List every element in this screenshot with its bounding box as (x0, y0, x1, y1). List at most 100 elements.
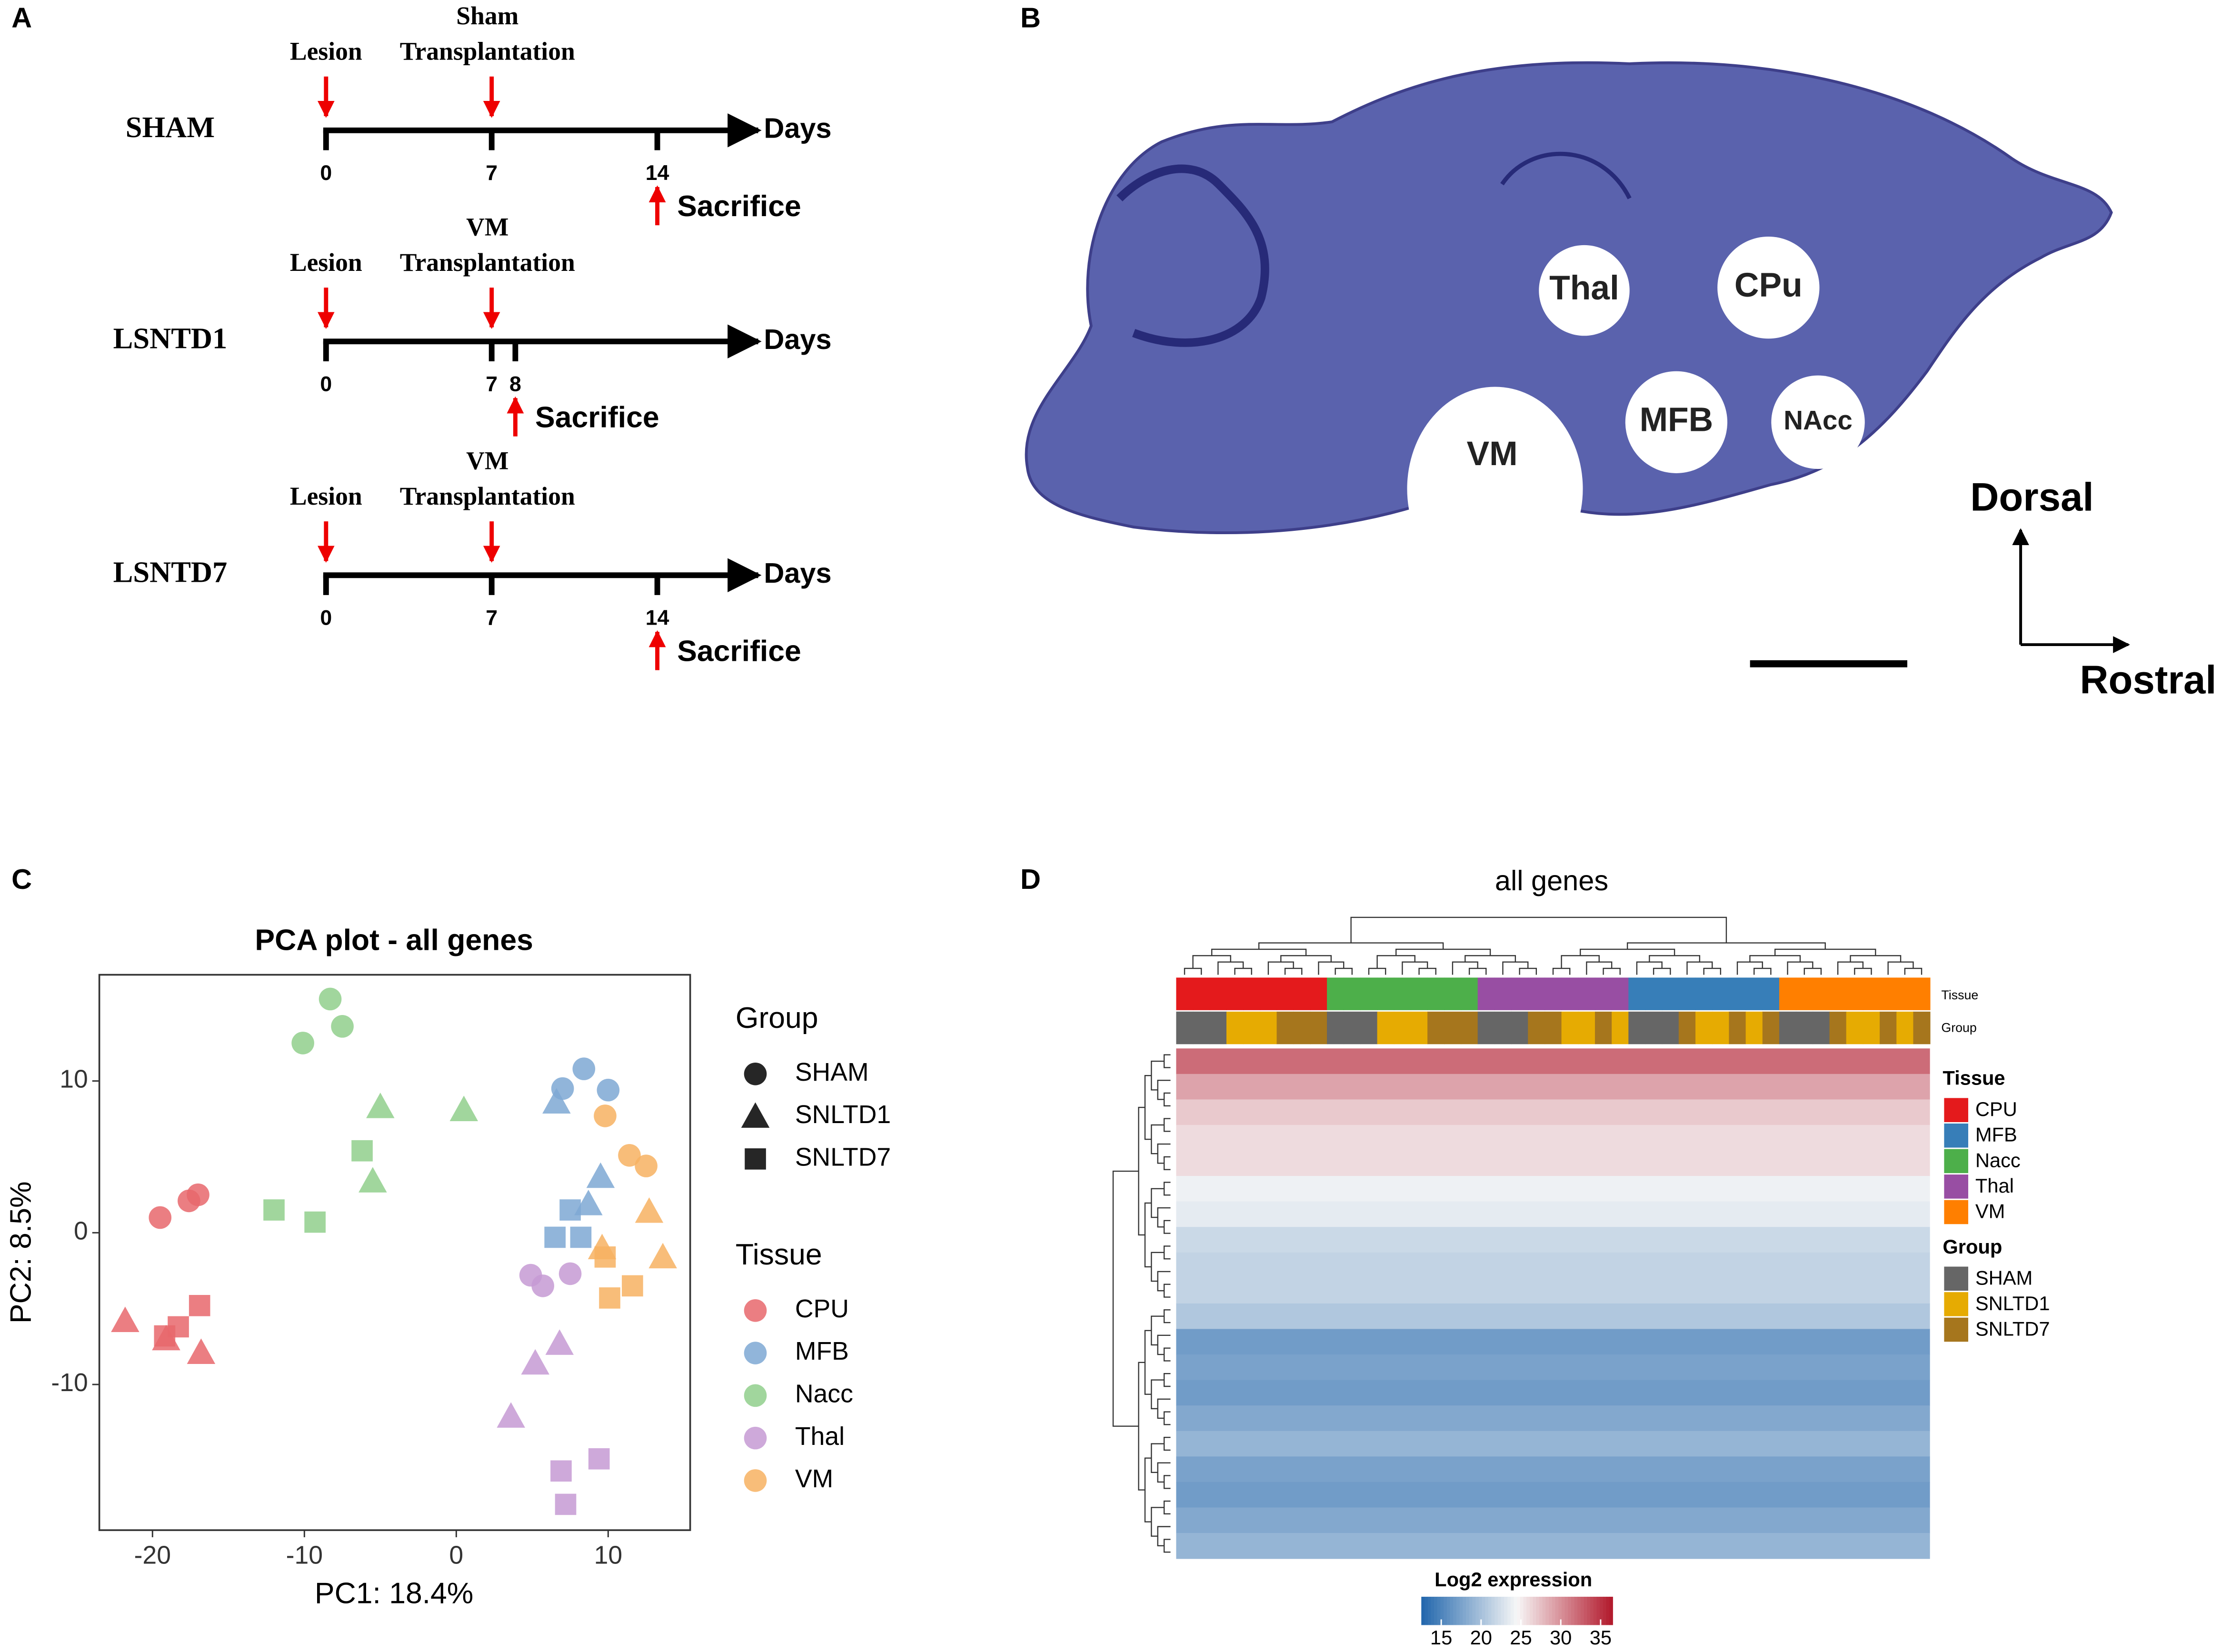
legend-label: SHAM (1975, 1266, 2033, 1289)
panel-label: A (11, 1, 32, 33)
point (531, 1274, 554, 1297)
colorbar-cell (1596, 1596, 1601, 1625)
group-annotation (1209, 1011, 1227, 1045)
group-annotation (1863, 1011, 1880, 1045)
group-annotation (1896, 1011, 1914, 1045)
tissue-annotation (1628, 977, 1646, 1010)
colorbar-cell (1485, 1596, 1489, 1625)
colorbar-cell (1507, 1596, 1511, 1625)
point (304, 1211, 326, 1233)
legend-title: Tissue (736, 1238, 822, 1271)
legend-title: Group (1943, 1235, 2002, 1258)
colorbar-cell (1440, 1596, 1445, 1625)
legend-label: SNLTD7 (795, 1143, 891, 1171)
dendrogram (1163, 1054, 1171, 1068)
group-annotation (1226, 1011, 1244, 1045)
dendrogram (1163, 1475, 1171, 1489)
group-annotation (1662, 1011, 1679, 1045)
tissue-annotation (1243, 977, 1261, 1010)
point (588, 1448, 610, 1470)
event-label: Transplantation (400, 248, 575, 277)
tissue-annotation (1645, 977, 1663, 1010)
heatmap-row (1176, 1329, 1930, 1355)
tissue-annotation (1360, 977, 1378, 1010)
legend-swatch (1944, 1200, 1968, 1224)
group-annotation (1796, 1011, 1813, 1045)
point (449, 1095, 478, 1121)
dendrogram (1465, 955, 1516, 962)
point (111, 1306, 139, 1333)
event-label: VM (466, 212, 508, 241)
legend-swatch (1944, 1174, 1968, 1199)
region-label: MFB (1640, 401, 1714, 439)
heatmap-row (1176, 1533, 1930, 1559)
heatmap-row (1176, 1099, 1930, 1125)
heatmap-row (1176, 1278, 1930, 1304)
point (572, 1057, 596, 1080)
tissue-annotation (1528, 977, 1545, 1010)
region-cut (1407, 387, 1583, 591)
point (586, 1162, 615, 1188)
legend-swatch (1944, 1098, 1968, 1122)
point (366, 1093, 395, 1118)
x-tick-label: -10 (286, 1542, 323, 1570)
heatmap-row (1176, 1252, 1930, 1279)
row-label: LSNTD7 (113, 556, 228, 589)
colorbar-cell (1603, 1596, 1607, 1625)
dendrogram (1163, 1500, 1171, 1515)
legend-symbol (744, 1469, 767, 1492)
annotation-label: Group (1941, 1021, 1976, 1035)
heatmap-row (1176, 1201, 1930, 1228)
group-annotation (1260, 1011, 1277, 1045)
legend-label: MFB (1975, 1124, 2017, 1146)
dendrogram (1603, 967, 1621, 975)
legend-label: Nacc (795, 1380, 853, 1408)
sacrifice-label: Sacrifice (677, 634, 801, 667)
legend-label: Nacc (1975, 1149, 2021, 1171)
group-annotation (1645, 1011, 1663, 1045)
group-annotation (1578, 1011, 1595, 1045)
point (359, 1167, 387, 1193)
group-annotation (1193, 1011, 1210, 1045)
colorbar-cell (1552, 1596, 1556, 1625)
group-annotation (1678, 1011, 1696, 1045)
dendrogram (1163, 1220, 1171, 1234)
group-annotation (1762, 1011, 1780, 1045)
x-tick-label: 10 (594, 1542, 623, 1570)
colorbar-cell (1526, 1596, 1530, 1625)
colorbar-cell (1463, 1596, 1466, 1625)
colorbar-cell (1456, 1596, 1460, 1625)
dendrogram (1350, 916, 1727, 943)
tick-label: 7 (486, 161, 498, 185)
tissue-annotation (1494, 977, 1512, 1010)
legend-symbol (744, 1342, 767, 1364)
tissue-annotation (1209, 977, 1227, 1010)
dendrogram (1703, 967, 1722, 975)
region-cut (1539, 245, 1630, 336)
row-label: LSNTD1 (113, 322, 228, 355)
colorbar-cell (1568, 1596, 1572, 1625)
heatmap-row (1176, 1125, 1930, 1151)
dendrogram (1163, 1182, 1171, 1196)
group-annotation (1477, 1011, 1495, 1045)
colorbar-cell (1450, 1596, 1454, 1625)
tissue-annotation (1293, 977, 1311, 1010)
colorbar-cell (1587, 1596, 1591, 1625)
legend-symbol (744, 1062, 767, 1085)
group-annotation (1813, 1011, 1830, 1045)
heatmap-row (1176, 1405, 1930, 1432)
point (635, 1154, 658, 1177)
colorbar-cell (1514, 1596, 1518, 1625)
y-tick-label: -10 (51, 1369, 88, 1397)
tick-label: 0 (320, 161, 332, 185)
tissue-annotation (1226, 977, 1244, 1010)
group-annotation (1913, 1011, 1931, 1045)
dendrogram (1774, 948, 1876, 956)
dendrogram (1395, 948, 1491, 956)
plot-frame (98, 974, 691, 1531)
dendrogram (1163, 1156, 1171, 1170)
tissue-annotation (1327, 977, 1345, 1010)
legend-title: Tissue (1943, 1067, 2005, 1089)
orientation-label: Rostral (2080, 657, 2216, 702)
